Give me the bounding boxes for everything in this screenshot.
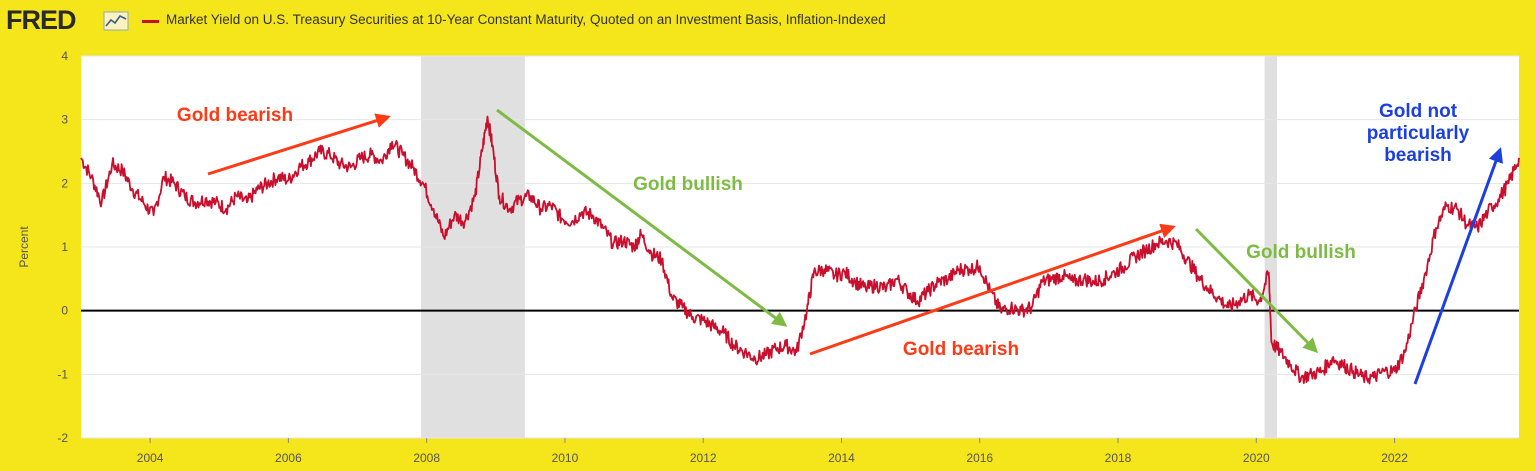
fred-logo[interactable]: FRED <box>6 5 76 35</box>
y-axis-label: Percent <box>17 226 31 268</box>
x-tick-label: 2010 <box>552 451 579 465</box>
annotations: Gold bearish Gold bullish Gold bearish Gold… <box>177 101 1503 385</box>
y-tick-label: -1 <box>57 367 68 381</box>
annotation-label: Gold not particularly bearish <box>1367 101 1470 166</box>
x-tick-label: 2006 <box>275 451 302 465</box>
chart-header: FRED Market Yield on U.S. Treasury Secur… <box>0 0 1536 44</box>
annotation-label: Gold bearish <box>903 339 1019 360</box>
x-tick-label: 2022 <box>1381 451 1408 465</box>
y-tick-label: -2 <box>57 431 68 445</box>
annotation-label: Gold bullish <box>633 174 743 195</box>
trend-arrow <box>1194 227 1319 354</box>
x-tick-label: 2012 <box>690 451 717 465</box>
trend-arrow <box>1413 147 1503 385</box>
x-tick-label: 2020 <box>1243 451 1270 465</box>
grid-lines <box>81 55 1519 439</box>
trend-arrow <box>809 223 1176 356</box>
annotation-label: Gold bullish <box>1246 242 1356 263</box>
x-tick-label: 2008 <box>413 451 440 465</box>
x-tick-label: 2014 <box>828 451 855 465</box>
y-tick-label: 2 <box>61 176 68 190</box>
legend-swatch <box>142 20 159 23</box>
x-tick-label: 2004 <box>137 451 164 465</box>
trend-arrow <box>207 113 391 176</box>
trend-arrow <box>496 108 788 327</box>
y-tick-label: 3 <box>61 113 68 127</box>
y-axis-ticks: 4 3 2 1 0 -1 -2 <box>57 49 68 445</box>
line-chart-icon <box>103 11 129 31</box>
y-tick-label: 1 <box>61 240 68 254</box>
x-tick-label: 2016 <box>966 451 993 465</box>
x-axis-ticks: 2004 2006 2008 2010 2012 2014 2016 2018 2020 2022 <box>137 438 1408 465</box>
y-tick-label: 0 <box>61 304 68 318</box>
x-tick-label: 2018 <box>1105 451 1132 465</box>
annotation-label: Gold bearish <box>177 105 293 126</box>
y-tick-label: 4 <box>61 49 68 63</box>
series-line[interactable] <box>80 115 1520 385</box>
series-title[interactable]: Market Yield on U.S. Treasury Securities… <box>166 12 886 27</box>
